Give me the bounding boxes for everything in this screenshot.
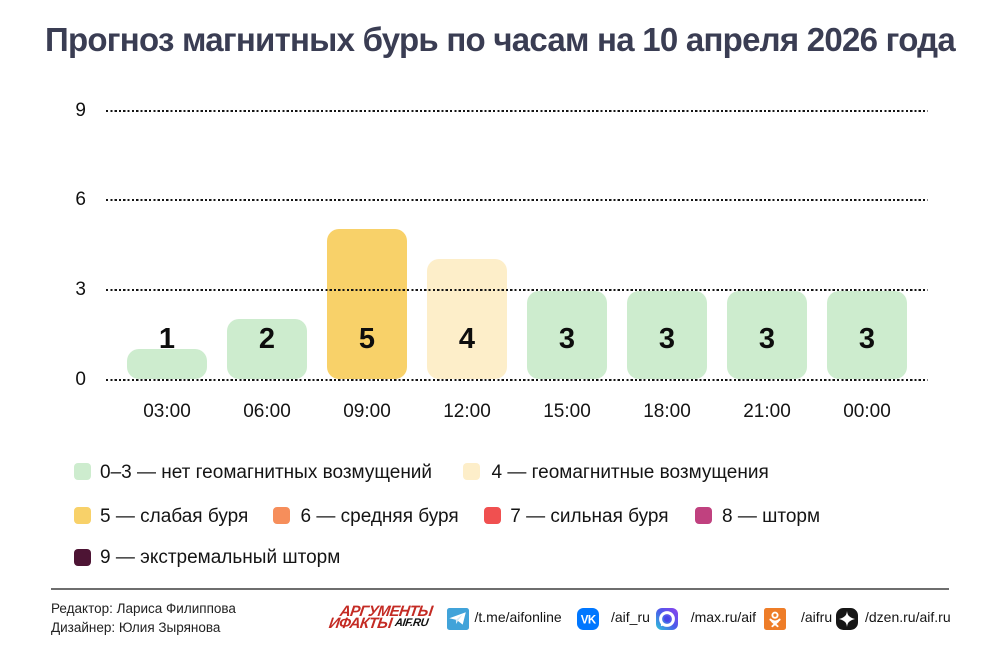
svg-text:VK: VK <box>581 614 597 626</box>
